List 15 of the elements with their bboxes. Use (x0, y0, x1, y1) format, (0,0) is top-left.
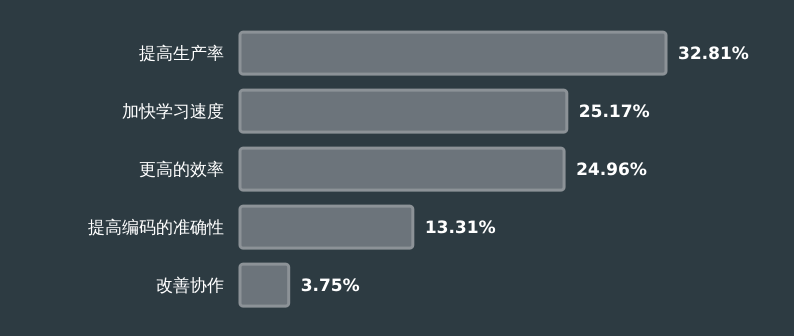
data-label: 25.17% (578, 102, 650, 122)
bar (238, 88, 568, 134)
y-tick-label: 更高的效率 (139, 160, 224, 180)
bar (238, 262, 290, 308)
y-tick-label: 提高生产率 (139, 44, 224, 64)
y-tick-label: 提高编码的准确性 (88, 218, 224, 238)
y-tick-label: 加快学习速度 (122, 102, 224, 122)
bar (238, 204, 414, 250)
data-label: 32.81% (678, 44, 749, 64)
y-tick-label: 改善协作 (156, 276, 224, 296)
bar (238, 30, 668, 76)
data-label: 24.96% (576, 160, 647, 180)
data-label: 13.31% (424, 218, 496, 238)
data-label: 3.75% (300, 276, 360, 296)
bar (238, 146, 566, 192)
